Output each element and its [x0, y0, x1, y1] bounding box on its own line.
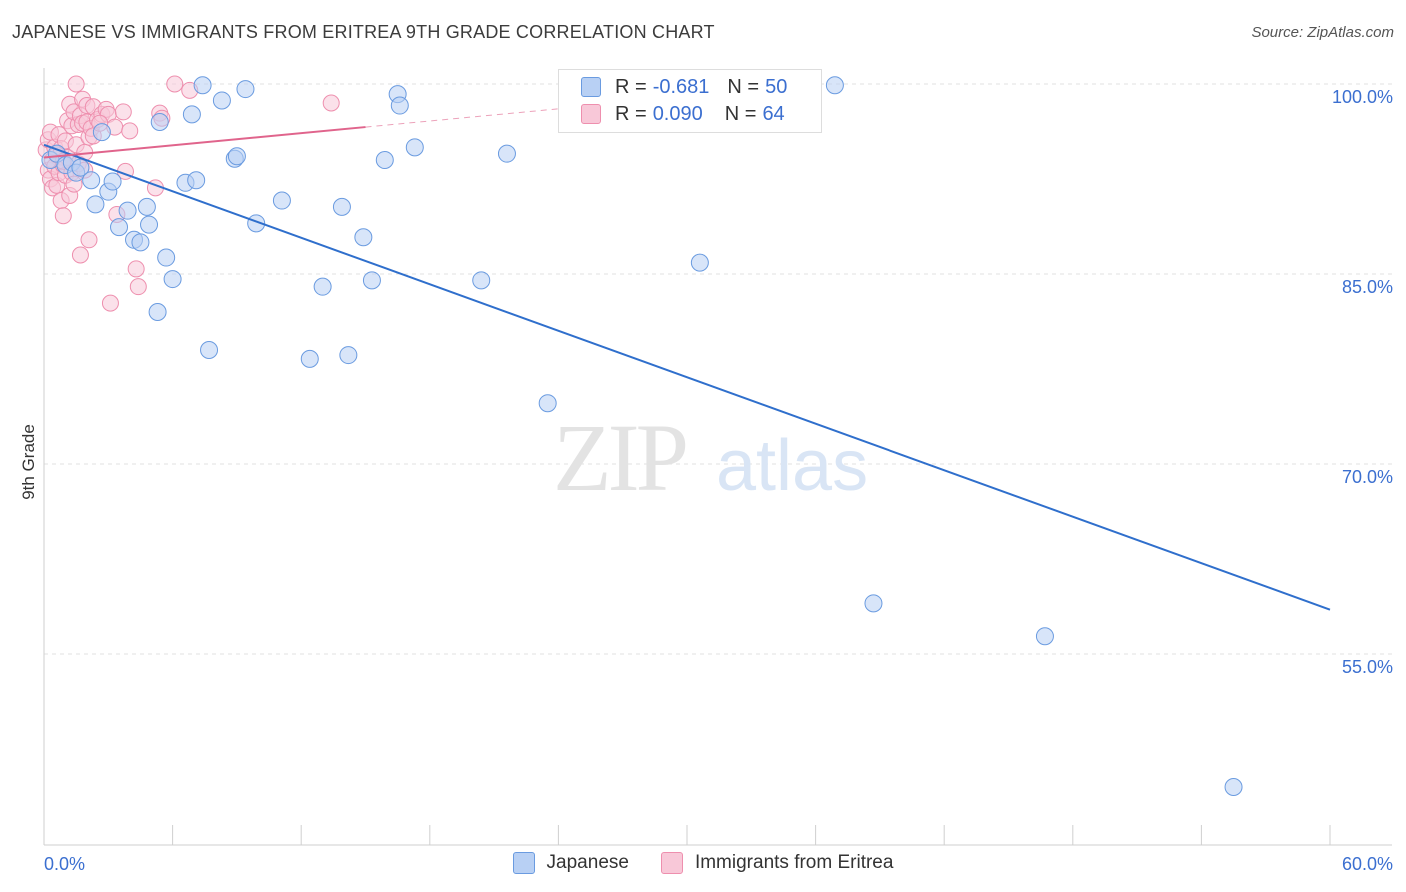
legend-label-eritrea: Immigrants from Eritrea: [694, 852, 894, 873]
series-eritrea-points: [37, 75, 340, 312]
legend-swatch-eritrea: [660, 852, 683, 874]
point-japanese-12: [118, 201, 137, 220]
stats-legend: R = -0.681 N = 50 R = 0.090 N = 64: [558, 69, 822, 133]
point-eritrea-59: [322, 94, 340, 112]
point-japanese-18: [150, 113, 169, 131]
point-japanese-20: [163, 270, 182, 289]
chart-title: JAPANESE VS IMMIGRANTS FROM ERITREA 9TH …: [12, 22, 715, 42]
point-japanese-22: [182, 105, 201, 124]
trend-line-japanese: [43, 143, 1331, 611]
point-eritrea-53: [129, 278, 147, 296]
watermark: ZIP atlas: [553, 404, 868, 511]
legend-swatch-japanese: [581, 77, 601, 97]
point-japanese-41: [472, 271, 491, 290]
point-eritrea-51: [121, 122, 139, 140]
point-japanese-11: [110, 218, 129, 237]
point-japanese-15: [137, 197, 156, 216]
trend-lines: [43, 86, 1331, 611]
legend-r-label: R =: [615, 75, 647, 98]
y-tick-label-2: 70.0%: [1342, 467, 1393, 487]
y-tick-label-1: 85.0%: [1342, 277, 1393, 297]
legend-n-label: N =: [724, 102, 757, 125]
point-japanese-10: [103, 172, 122, 191]
point-japanese-31: [272, 191, 291, 210]
legend-n-value-japanese: 50: [765, 75, 788, 98]
point-japanese-26: [212, 91, 231, 110]
point-japanese-28: [227, 147, 246, 166]
point-japanese-32: [300, 349, 319, 368]
point-japanese-47: [1035, 627, 1054, 646]
chart-source: Source: ZipAtlas.com: [1251, 24, 1394, 41]
point-japanese-39: [390, 96, 409, 115]
point-japanese-37: [362, 271, 381, 290]
legend-r-label: R =: [615, 102, 647, 125]
trend-line-eritrea: [43, 126, 366, 159]
legend-row-eritrea: R = 0.090 N = 64: [581, 101, 785, 127]
legend-label-japanese: Japanese: [546, 852, 629, 873]
point-japanese-19: [157, 248, 176, 267]
y-axis-label: 9th Grade: [19, 424, 38, 500]
point-japanese-6: [82, 171, 101, 190]
point-japanese-24: [193, 76, 212, 95]
point-eritrea-46: [101, 294, 119, 312]
series-legend: Japanese Immigrants from Eritrea: [0, 852, 1406, 874]
point-japanese-34: [332, 197, 351, 216]
point-eritrea-32: [71, 246, 89, 264]
point-japanese-44: [690, 253, 709, 272]
legend-n-label: N =: [727, 75, 760, 98]
point-japanese-5: [71, 158, 90, 177]
point-japanese-42: [497, 144, 516, 163]
legend-row-japanese: R = -0.681 N = 50: [581, 74, 787, 100]
point-japanese-35: [339, 346, 358, 365]
point-eritrea-49: [114, 103, 132, 121]
point-japanese-46: [864, 594, 883, 613]
point-japanese-8: [92, 123, 111, 142]
tick-labels: 100.0% 85.0% 70.0% 55.0% 0.0% 60.0%: [44, 87, 1393, 874]
point-japanese-25: [200, 341, 219, 359]
axes: [43, 68, 1392, 846]
legend-swatch-japanese: [512, 852, 535, 874]
point-eritrea-38: [80, 231, 98, 249]
legend-r-value-eritrea: 0.090: [652, 102, 703, 125]
y-tick-label-3: 55.0%: [1342, 657, 1393, 677]
point-japanese-7: [86, 195, 105, 214]
point-japanese-48: [1224, 778, 1243, 796]
point-japanese-17: [148, 303, 167, 321]
legend-item-eritrea: Immigrants from Eritrea: [660, 852, 894, 874]
point-eritrea-16: [54, 207, 72, 225]
point-japanese-29: [236, 80, 255, 99]
point-japanese-33: [313, 277, 332, 296]
trend-line-eritrea-extension: [365, 86, 795, 128]
point-eritrea-28: [67, 75, 85, 93]
watermark-zip: ZIP: [553, 404, 686, 511]
point-eritrea-52: [127, 260, 145, 278]
legend-n-value-eritrea: 64: [762, 102, 785, 125]
watermark-atlas: atlas: [716, 426, 868, 506]
point-eritrea-57: [166, 75, 184, 93]
point-japanese-40: [405, 138, 424, 157]
point-japanese-36: [354, 228, 373, 247]
gridlines: [44, 83, 1392, 655]
point-japanese-45: [825, 76, 844, 95]
y-tick-label-0: 100.0%: [1332, 87, 1393, 107]
point-japanese-43: [538, 394, 557, 413]
legend-r-value-japanese: -0.681: [652, 75, 710, 98]
point-japanese-14: [131, 233, 150, 252]
legend-swatch-eritrea: [581, 104, 601, 124]
x-tick-label-0: 0.0%: [44, 854, 85, 874]
legend-item-japanese: Japanese: [512, 852, 629, 874]
x-tick-label-1: 60.0%: [1342, 854, 1393, 874]
point-japanese-23: [187, 171, 206, 190]
point-japanese-49: [375, 151, 394, 169]
point-japanese-16: [140, 215, 159, 234]
